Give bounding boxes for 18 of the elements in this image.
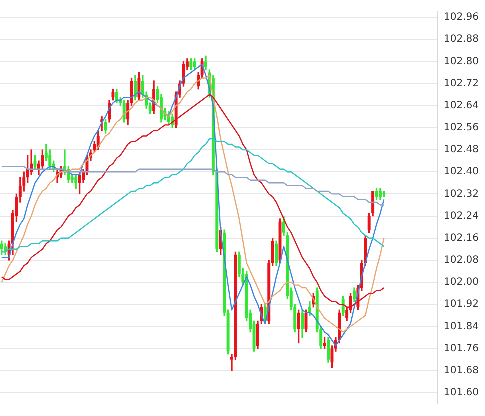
y-tick-label: 102.64 xyxy=(444,100,480,112)
y-tick-label: 102.48 xyxy=(444,144,480,156)
y-tick-label: 102.80 xyxy=(444,56,480,68)
y-tick-label: 102.00 xyxy=(444,277,480,288)
y-tick-label: 101.84 xyxy=(444,321,480,332)
y-tick-label: 101.68 xyxy=(444,365,480,376)
y-tick-label: 102.16 xyxy=(444,232,480,244)
y-tick-label: 102.40 xyxy=(444,166,480,178)
y-tick-label: 102.88 xyxy=(444,34,480,46)
y-tick-label: 102.96 xyxy=(444,12,480,24)
y-tick-label: 102.08 xyxy=(444,255,480,266)
y-tick-label: 102.72 xyxy=(444,78,480,90)
y-tick-label: 102.56 xyxy=(444,122,480,134)
y-tick-label: 101.60 xyxy=(444,388,480,399)
y-tick-label: 102.24 xyxy=(444,210,480,222)
y-tick-label: 101.92 xyxy=(444,299,480,310)
y-tick-label: 101.76 xyxy=(444,343,480,354)
y-tick-label: 102.32 xyxy=(444,188,480,200)
